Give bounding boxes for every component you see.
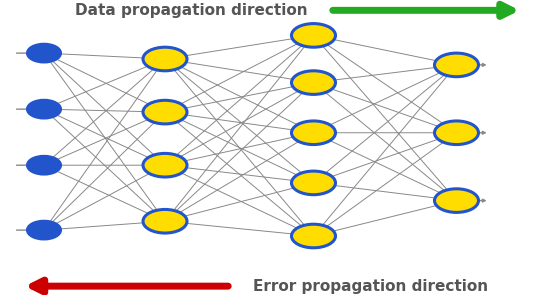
Circle shape <box>143 47 187 71</box>
Circle shape <box>292 121 336 145</box>
Circle shape <box>292 171 336 195</box>
Circle shape <box>28 156 60 174</box>
Circle shape <box>143 153 187 177</box>
Circle shape <box>292 224 336 248</box>
Circle shape <box>143 209 187 233</box>
Circle shape <box>28 221 60 239</box>
Circle shape <box>143 100 187 124</box>
Circle shape <box>292 71 336 94</box>
Circle shape <box>434 53 478 77</box>
Circle shape <box>28 44 60 62</box>
Circle shape <box>28 100 60 118</box>
Text: Error propagation direction: Error propagation direction <box>253 279 488 294</box>
Circle shape <box>434 189 478 212</box>
Circle shape <box>434 121 478 145</box>
Text: Data propagation direction: Data propagation direction <box>75 3 308 18</box>
Circle shape <box>292 24 336 47</box>
